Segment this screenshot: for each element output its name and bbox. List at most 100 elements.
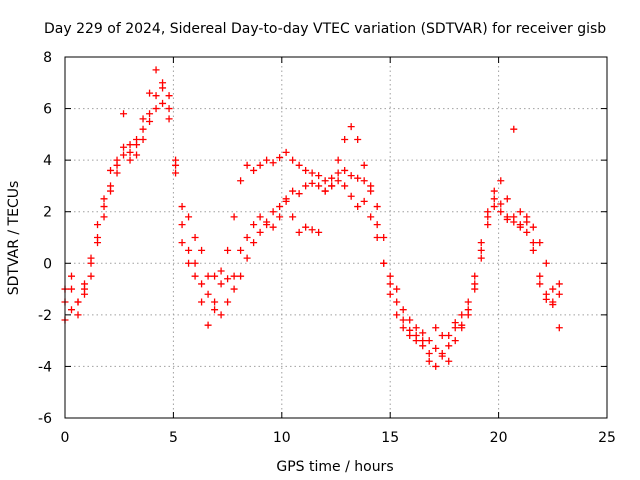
data-point xyxy=(542,295,550,303)
data-point xyxy=(315,182,323,190)
data-point xyxy=(217,267,225,275)
data-point xyxy=(139,136,147,144)
data-point xyxy=(256,228,264,236)
data-point xyxy=(178,221,186,229)
data-point xyxy=(497,200,505,208)
data-point xyxy=(471,280,479,288)
data-point xyxy=(354,174,362,182)
data-point xyxy=(516,223,524,231)
data-point xyxy=(386,272,394,280)
data-point xyxy=(68,306,76,314)
grid-layer xyxy=(65,57,607,418)
data-point xyxy=(81,280,89,288)
data-point xyxy=(133,151,141,159)
data-point xyxy=(399,324,407,332)
data-point xyxy=(256,213,264,221)
data-point xyxy=(217,311,225,319)
data-point xyxy=(198,298,206,306)
data-point xyxy=(276,154,284,162)
data-point xyxy=(133,136,141,144)
data-point xyxy=(503,195,511,203)
y-tick-label: 0 xyxy=(43,256,52,272)
data-point xyxy=(419,342,427,350)
data-point xyxy=(347,192,355,200)
data-point xyxy=(380,234,388,241)
data-point xyxy=(484,213,492,221)
x-axis-label: GPS time / hours xyxy=(276,459,393,475)
data-point xyxy=(315,172,323,180)
data-point xyxy=(477,239,485,247)
data-point xyxy=(126,148,134,156)
data-point xyxy=(100,203,108,211)
data-point xyxy=(276,213,284,221)
y-tick-label: 6 xyxy=(43,102,52,118)
data-point xyxy=(224,298,232,306)
data-point xyxy=(191,272,199,280)
data-point xyxy=(542,259,550,267)
data-point xyxy=(230,272,238,280)
x-tick-label: 10 xyxy=(273,430,291,446)
data-point xyxy=(529,239,537,247)
data-point xyxy=(263,156,271,164)
data-point xyxy=(204,272,212,280)
data-point xyxy=(373,221,381,229)
data-point xyxy=(308,169,316,177)
data-point xyxy=(321,187,329,195)
data-point xyxy=(243,161,251,169)
data-point xyxy=(555,290,563,298)
data-point xyxy=(536,280,544,288)
data-point xyxy=(354,136,362,144)
data-point xyxy=(74,298,82,306)
data-point xyxy=(529,223,537,231)
data-point xyxy=(464,311,472,319)
y-tick-label: 2 xyxy=(43,205,52,221)
data-point xyxy=(503,215,511,223)
y-tick-label: -6 xyxy=(38,411,52,427)
data-point xyxy=(282,197,290,205)
data-point xyxy=(230,285,238,293)
data-point xyxy=(367,213,375,221)
data-point xyxy=(360,197,368,205)
data-point xyxy=(412,337,420,345)
chart-title: Day 229 of 2024, Sidereal Day-to-day VTE… xyxy=(44,21,606,37)
data-point xyxy=(399,316,407,324)
data-point xyxy=(438,350,446,358)
data-point xyxy=(178,203,186,211)
data-point xyxy=(321,177,329,185)
data-point xyxy=(347,172,355,180)
data-point xyxy=(269,223,277,231)
data-point xyxy=(295,190,303,198)
data-point xyxy=(347,123,355,131)
data-point xyxy=(237,246,245,254)
data-point xyxy=(380,259,388,267)
data-point xyxy=(74,311,82,319)
data-point xyxy=(165,105,173,113)
data-point xyxy=(146,117,154,125)
data-point xyxy=(230,213,238,221)
data-point xyxy=(555,324,563,332)
data-point xyxy=(68,285,76,293)
x-tick-label: 25 xyxy=(598,430,616,446)
x-tick-label: 5 xyxy=(169,430,178,446)
data-point xyxy=(250,221,258,229)
data-point xyxy=(289,156,297,164)
data-point xyxy=(536,239,544,247)
data-point xyxy=(393,311,401,319)
data-point xyxy=(289,213,297,221)
data-point xyxy=(126,156,134,164)
data-point xyxy=(250,166,258,174)
data-point xyxy=(386,290,394,298)
data-point xyxy=(406,331,414,339)
data-point xyxy=(516,208,524,216)
x-tick-label: 15 xyxy=(381,430,399,446)
data-point xyxy=(243,234,251,241)
data-point xyxy=(328,174,336,182)
data-point xyxy=(185,246,193,254)
data-point xyxy=(87,272,95,280)
data-point xyxy=(445,331,453,339)
data-point xyxy=(510,213,518,221)
data-point xyxy=(432,324,440,332)
data-point xyxy=(490,203,498,211)
data-point xyxy=(315,228,323,236)
data-point xyxy=(139,115,147,123)
